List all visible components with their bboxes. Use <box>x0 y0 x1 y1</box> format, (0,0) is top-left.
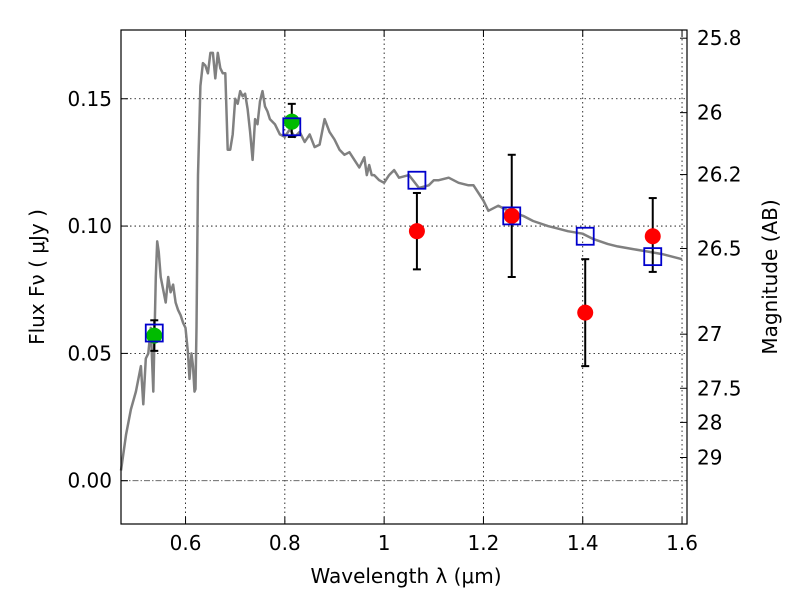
y-tick-label: 0.05 <box>67 341 112 365</box>
model-point <box>575 226 595 246</box>
y2-tick-label: 27 <box>697 322 722 346</box>
x-axis-label: Wavelength λ (μm) <box>310 564 501 588</box>
y2-tick-label: 28 <box>697 410 722 434</box>
observed-point <box>146 327 163 344</box>
y2-tick-label: 26.2 <box>697 163 742 187</box>
y2-tick-label: 26 <box>697 101 722 125</box>
observed-point <box>644 228 661 245</box>
x-tick-label: 1.6 <box>666 531 698 555</box>
y2-tick-label: 26.5 <box>697 236 742 260</box>
errorbar-layer <box>150 102 657 368</box>
observed-point <box>503 207 520 224</box>
y-axis-ticks: 0.00 0.05 0.10 0.15 <box>67 87 128 493</box>
x-tick-label: 1.4 <box>567 531 599 555</box>
observed-point <box>283 113 300 130</box>
y2-tick-label: 27.5 <box>697 376 742 400</box>
y-tick-label: 0.00 <box>67 469 112 493</box>
model-point <box>407 170 427 190</box>
y2-axis-label: Magnitude (AB) <box>758 199 782 354</box>
y-tick-label: 0.10 <box>67 214 112 238</box>
spectrum-layer <box>119 51 683 471</box>
spectrum-line <box>119 51 683 471</box>
model-point <box>282 117 302 137</box>
y2-axis-ticks: 25.8 26 26.2 26.5 27 27.5 28 29 <box>680 26 742 469</box>
x-tick-label: 1 <box>378 531 391 555</box>
model-point <box>144 323 164 343</box>
y2-tick-label: 25.8 <box>697 26 742 50</box>
y2-tick-label: 29 <box>697 445 722 469</box>
x-tick-label: 1.2 <box>468 531 500 555</box>
x-tick-label: 0.8 <box>269 531 301 555</box>
plot-frame <box>120 29 688 525</box>
model-point <box>643 247 663 267</box>
observed-point <box>408 223 425 240</box>
y-axis-label: Flux Fν ( μJy ) <box>25 209 49 345</box>
observed-point <box>577 304 594 321</box>
grid <box>121 30 687 524</box>
x-tick-label: 0.6 <box>170 531 202 555</box>
model-points-layer <box>144 117 663 343</box>
x-axis-ticks: 0.6 0.8 1 1.2 1.4 1.6 <box>170 30 698 555</box>
model-point <box>502 206 522 226</box>
y-tick-label: 0.15 <box>67 87 112 111</box>
